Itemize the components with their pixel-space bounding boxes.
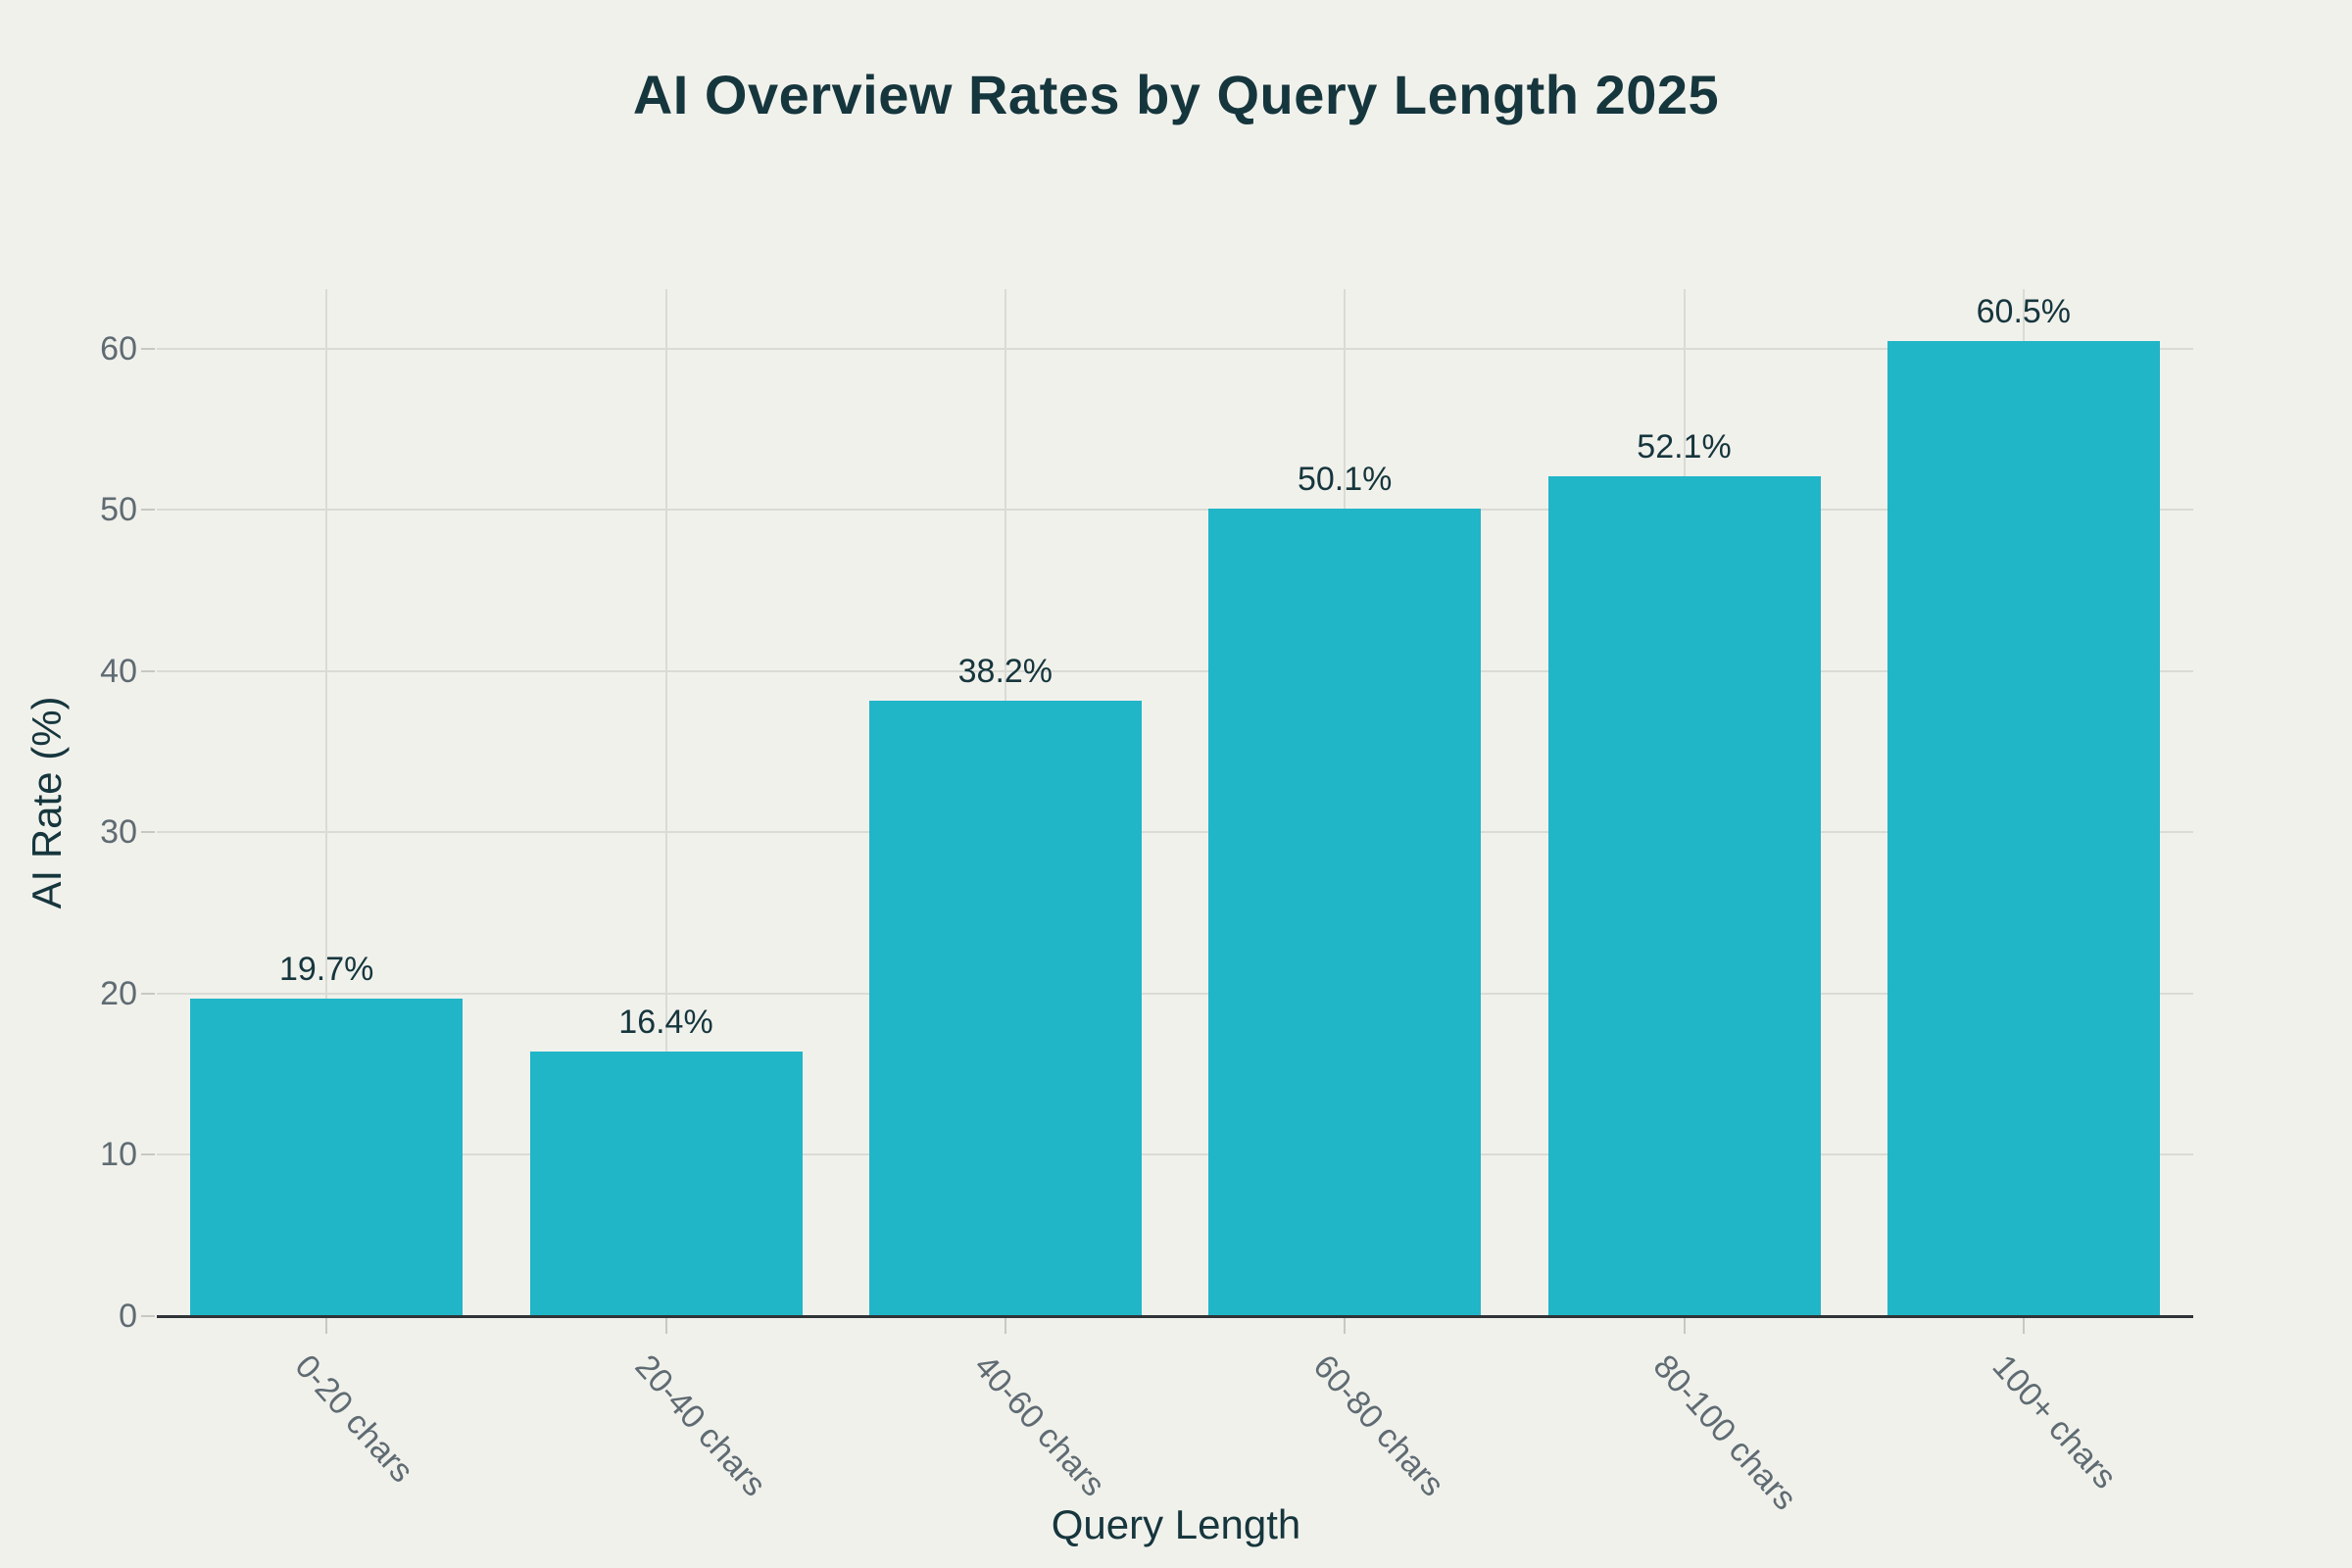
y-tick-label: 20 [100, 974, 137, 1012]
x-tick-mark [1683, 1318, 1686, 1334]
y-tick-label: 10 [100, 1136, 137, 1174]
bar-value-label: 52.1% [1637, 427, 1732, 466]
y-tick-label: 40 [100, 652, 137, 690]
y-tick-mark [141, 347, 155, 350]
x-tick-label: 100+ chars [1984, 1348, 2124, 1496]
bar [529, 1052, 803, 1316]
y-tick-label: 0 [119, 1298, 137, 1335]
y-tick-label: 50 [100, 491, 137, 529]
y-tick-mark [141, 831, 155, 834]
y-tick-mark [141, 669, 155, 672]
x-gridline [664, 289, 667, 1316]
x-tick-mark [2022, 1318, 2025, 1334]
y-gridline [157, 831, 2193, 834]
y-axis-title: AI Rate (%) [24, 696, 70, 909]
bar-value-label: 60.5% [1976, 292, 2072, 330]
y-gridline [157, 509, 2193, 512]
bar-value-label: 50.1% [1297, 460, 1393, 498]
bar [1886, 340, 2160, 1316]
x-tick-mark [1344, 1318, 1347, 1334]
bar-value-label: 16.4% [618, 1004, 713, 1042]
bar [1547, 475, 1821, 1316]
x-axis-line [157, 1315, 2193, 1318]
bar-value-label: 38.2% [957, 652, 1054, 690]
x-tick-label: 20-40 chars [627, 1348, 773, 1504]
y-gridline [157, 347, 2193, 350]
x-tick-mark [1004, 1318, 1006, 1334]
y-gridline [157, 1153, 2193, 1156]
x-tick-label: 60-80 chars [1305, 1348, 1452, 1504]
y-tick-mark [141, 509, 155, 512]
y-tick-mark [141, 1315, 155, 1317]
bar [190, 998, 464, 1316]
x-tick-label: 80-100 chars [1645, 1348, 1804, 1518]
x-gridline [325, 289, 328, 1316]
x-tick-mark [325, 1318, 328, 1334]
y-tick-mark [141, 992, 155, 995]
x-tick-label: 0-20 chars [287, 1348, 421, 1491]
bar [1208, 508, 1482, 1316]
x-tick-label: 40-60 chars [966, 1348, 1112, 1504]
chart-title: AI Overview Rates by Query Length 2025 [632, 64, 1720, 125]
y-gridline [157, 669, 2193, 672]
y-tick-mark [141, 1153, 155, 1156]
bar-value-label: 19.7% [278, 950, 374, 988]
x-axis-title: Query Length [1051, 1501, 1301, 1547]
x-tick-mark [664, 1318, 667, 1334]
bar [868, 700, 1142, 1316]
y-gridline [157, 992, 2193, 995]
y-tick-label: 30 [100, 813, 137, 852]
y-tick-label: 60 [100, 329, 137, 368]
